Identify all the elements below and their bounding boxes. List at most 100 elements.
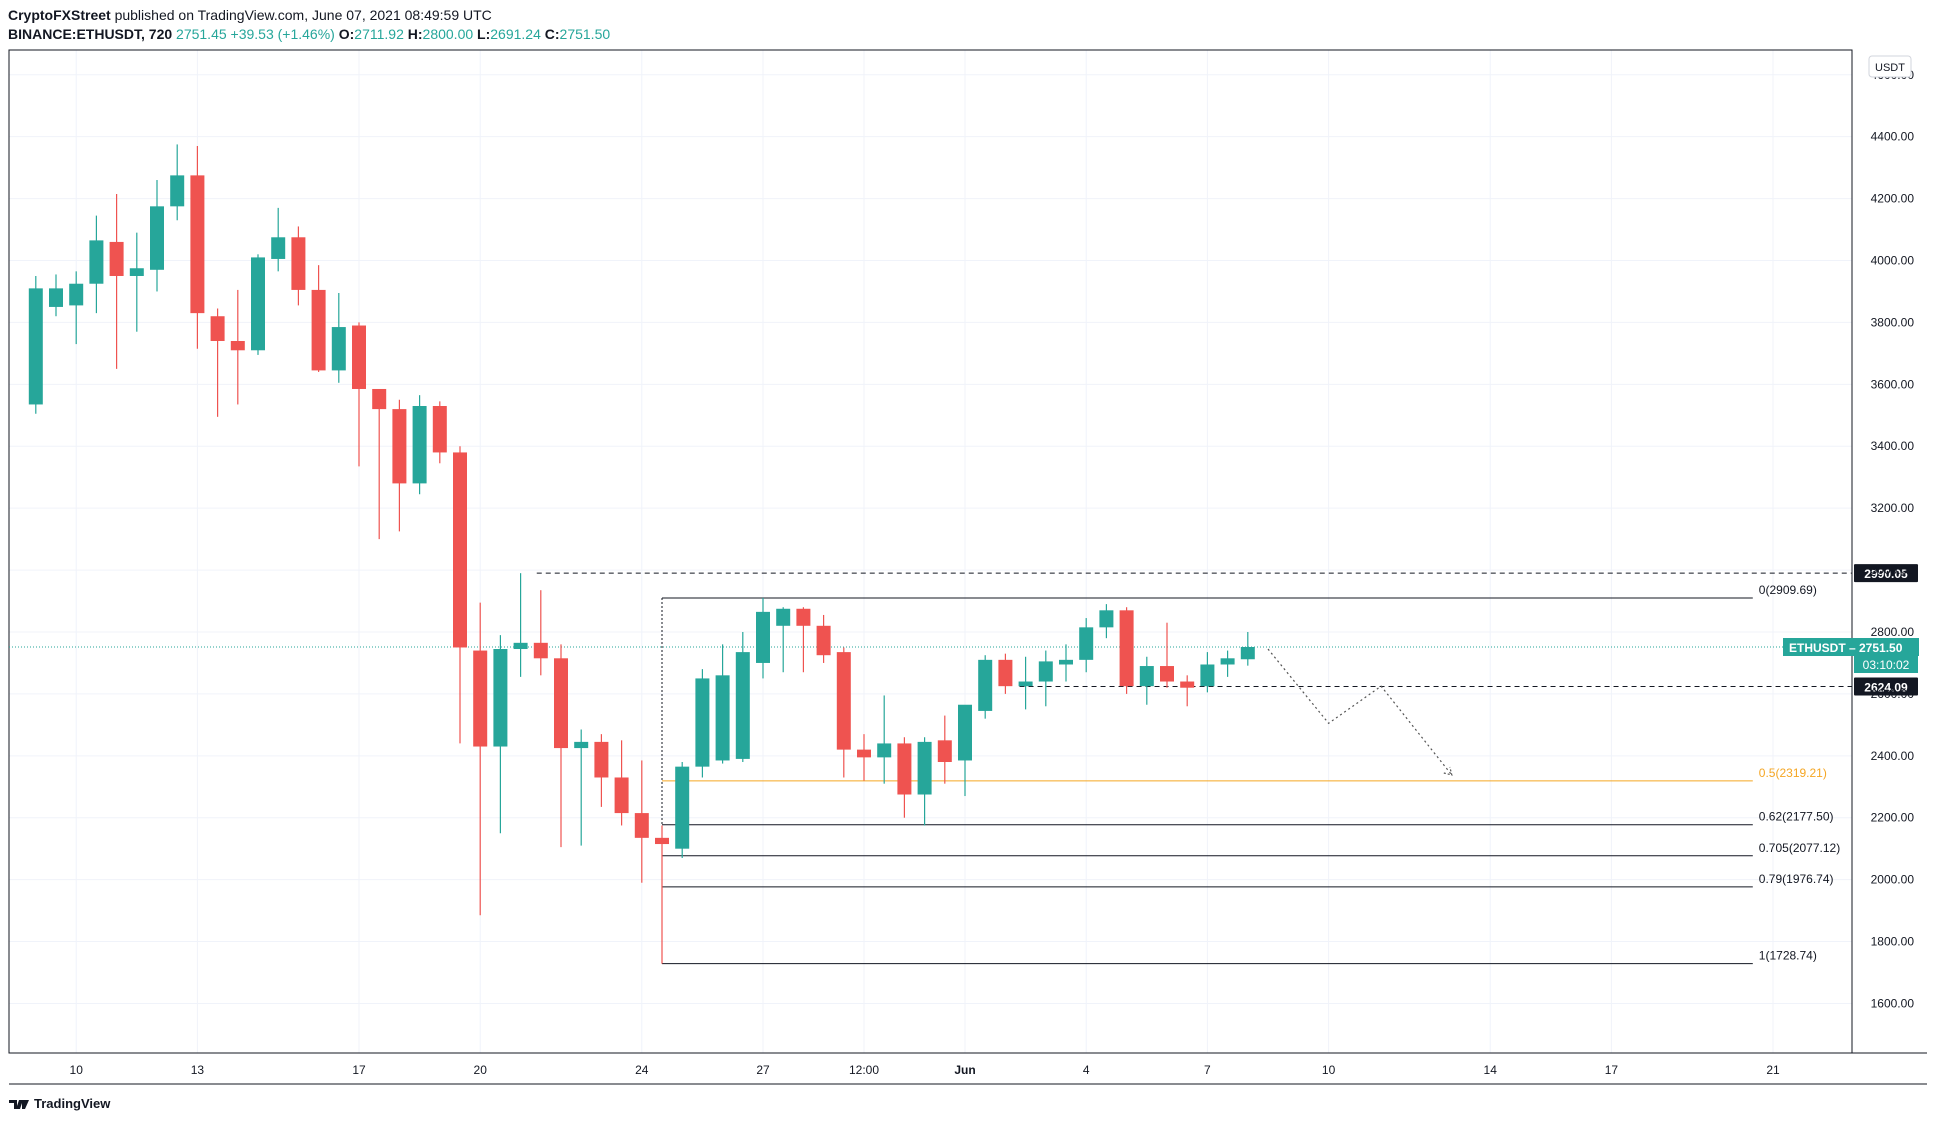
candle-body[interactable] — [695, 678, 710, 767]
open-value: 2711.92 — [354, 26, 404, 42]
candle-body[interactable] — [1059, 659, 1073, 665]
candle-body[interactable] — [1139, 666, 1154, 687]
candle-body[interactable] — [28, 288, 43, 405]
y-tick-label: 3400.00 — [1871, 439, 1915, 453]
x-tick-label: 4 — [1083, 1063, 1090, 1077]
candle-body[interactable] — [352, 325, 366, 389]
candle-body[interactable] — [735, 652, 750, 759]
candle-body[interactable] — [89, 240, 104, 284]
ohlc-line: BINANCE:ETHUSDT, 720 2751.45 +39.53 (+1.… — [8, 25, 610, 44]
x-tick-label: 17 — [1605, 1063, 1619, 1077]
candle-body[interactable] — [69, 283, 84, 306]
candle-body[interactable] — [331, 327, 346, 371]
fib-level-label: 0.62(2177.50) — [1759, 810, 1834, 824]
candle-body[interactable] — [251, 257, 265, 351]
high-label: H: — [407, 26, 423, 42]
candle-body[interactable] — [1119, 610, 1134, 687]
projection-arrow-head — [1443, 766, 1453, 776]
candle-body[interactable] — [675, 766, 690, 849]
candle-body[interactable] — [1180, 681, 1195, 688]
candle-body[interactable] — [756, 611, 770, 663]
publish-info: published on TradingView.com, June 07, 2… — [114, 7, 492, 23]
candle-body[interactable] — [594, 741, 609, 778]
x-tick-label: 10 — [70, 1063, 84, 1077]
high-value: 2800.00 — [422, 26, 474, 42]
low-value: 2691.24 — [490, 26, 541, 42]
publisher-name[interactable]: CryptoFXStreet — [8, 7, 111, 23]
candle-body[interactable] — [291, 237, 306, 290]
candle-body[interactable] — [49, 288, 63, 307]
candle-body[interactable] — [432, 406, 447, 453]
publish-line: CryptoFXStreet published on TradingView.… — [8, 6, 610, 25]
candle-body[interactable] — [513, 642, 528, 650]
level-badge-label: 2990.05 — [1864, 567, 1908, 581]
candle-body[interactable] — [614, 777, 629, 814]
candle-body[interactable] — [1079, 627, 1094, 660]
candle-body[interactable] — [816, 625, 831, 656]
candle-body[interactable] — [857, 749, 871, 758]
candle-body[interactable] — [715, 675, 730, 761]
x-tick-label: 14 — [1484, 1063, 1498, 1077]
candle-body[interactable] — [836, 652, 851, 750]
candle-body[interactable] — [190, 175, 205, 314]
y-tick-label: 1600.00 — [1871, 996, 1915, 1010]
candle-body[interactable] — [877, 743, 892, 758]
candle-body[interactable] — [109, 241, 124, 276]
candle-body[interactable] — [1018, 681, 1033, 687]
y-tick-label: 2200.00 — [1871, 811, 1915, 825]
x-tick-label: 24 — [635, 1063, 649, 1077]
x-tick-label: 10 — [1322, 1063, 1336, 1077]
candle-body[interactable] — [574, 741, 589, 749]
candle-body[interactable] — [150, 206, 164, 270]
projection-path[interactable] — [1267, 648, 1453, 776]
candle-body[interactable] — [129, 268, 144, 276]
candle-body[interactable] — [473, 650, 488, 747]
currency-badge[interactable] — [1868, 55, 1912, 78]
candle-body[interactable] — [1038, 661, 1053, 682]
candle-body[interactable] — [554, 658, 568, 749]
candle-body[interactable] — [978, 659, 993, 711]
x-tick-label: 21 — [1766, 1063, 1780, 1077]
open-label: O: — [338, 26, 355, 42]
candle-body[interactable] — [493, 649, 508, 747]
candle-body[interactable] — [1220, 658, 1235, 665]
fib-level-label: 0.705(2077.12) — [1759, 841, 1840, 855]
candle-body[interactable] — [937, 740, 952, 763]
candle-body[interactable] — [372, 388, 387, 410]
candle-body[interactable] — [170, 175, 185, 207]
candle-body[interactable] — [958, 704, 972, 761]
candle-body[interactable] — [392, 409, 407, 484]
close-label: C: — [544, 26, 560, 42]
candle-body[interactable] — [917, 741, 932, 795]
close-value: 2751.50 — [559, 26, 611, 42]
candle-body[interactable] — [412, 406, 427, 484]
candle-body[interactable] — [1240, 647, 1255, 660]
countdown-label: 03:10:02 — [1863, 658, 1910, 672]
y-tick-label: 4000.00 — [1871, 254, 1915, 268]
candle-body[interactable] — [655, 837, 669, 845]
y-tick-label: 3200.00 — [1871, 501, 1915, 515]
countdown-badge — [1854, 656, 1918, 674]
x-tick-label: 20 — [474, 1063, 488, 1077]
candle-body[interactable] — [634, 813, 649, 838]
candle-body[interactable] — [311, 289, 326, 371]
candle-body[interactable] — [796, 608, 811, 626]
candle-body[interactable] — [776, 608, 791, 626]
symbol-label[interactable]: BINANCE:ETHUSDT, 720 — [8, 26, 173, 42]
y-tick-label: 3800.00 — [1871, 315, 1915, 329]
tradingview-brand[interactable]: TradingView — [34, 1096, 111, 1111]
candle-body[interactable] — [998, 659, 1013, 687]
candle-body[interactable] — [1160, 666, 1174, 682]
y-tick-label: 2000.00 — [1871, 873, 1915, 887]
x-tick-label: Jun — [954, 1063, 975, 1077]
candle-body[interactable] — [1200, 664, 1215, 687]
candle-body[interactable] — [533, 642, 548, 659]
candle-body[interactable] — [210, 316, 225, 341]
x-tick-label: 27 — [756, 1063, 770, 1077]
candle-body[interactable] — [453, 452, 467, 648]
candle-body[interactable] — [1099, 610, 1114, 628]
candle-body[interactable] — [897, 743, 912, 795]
candle-body[interactable] — [271, 237, 286, 259]
candle-body[interactable] — [230, 340, 245, 351]
